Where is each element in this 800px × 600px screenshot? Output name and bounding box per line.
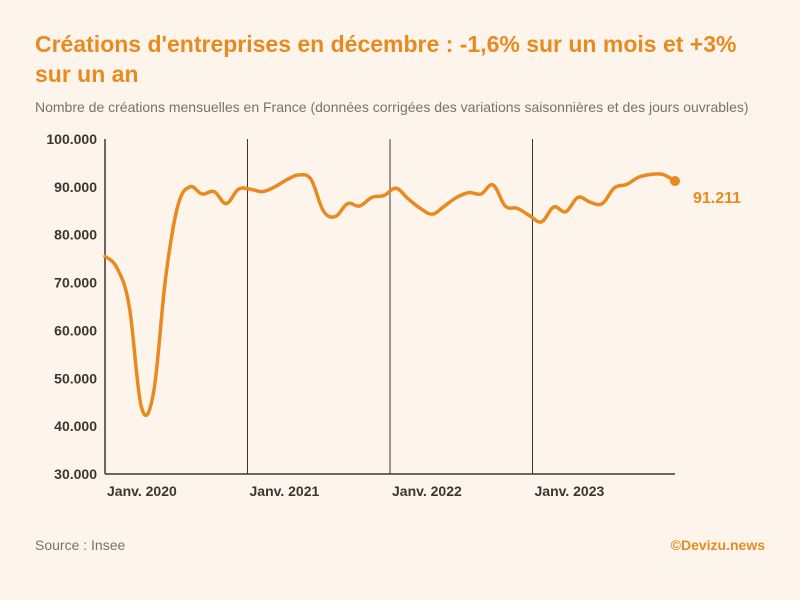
svg-text:40.000: 40.000 bbox=[54, 419, 97, 435]
source-text: Source : Insee bbox=[35, 537, 125, 553]
line-chart: 30.000 40.000 50.000 60.000 70.000 80.000 90.0… bbox=[35, 129, 765, 519]
svg-text:30.000: 30.000 bbox=[54, 466, 97, 482]
svg-text:91.211: 91.211 bbox=[693, 190, 741, 207]
svg-text:Janv. 2023: Janv. 2023 bbox=[535, 483, 605, 499]
svg-text:Janv. 2021: Janv. 2021 bbox=[250, 483, 320, 499]
svg-text:60.000: 60.000 bbox=[54, 323, 97, 339]
chart-container: 30.000 40.000 50.000 60.000 70.000 80.000 90.0… bbox=[35, 129, 765, 519]
svg-text:Janv. 2020: Janv. 2020 bbox=[107, 483, 177, 499]
chart-title: Créations d'entreprises en décembre : -1… bbox=[35, 30, 765, 90]
svg-text:70.000: 70.000 bbox=[54, 275, 97, 291]
svg-text:100.000: 100.000 bbox=[46, 131, 97, 147]
chart-subtitle: Nombre de créations mensuelles en France… bbox=[35, 98, 765, 118]
svg-text:80.000: 80.000 bbox=[54, 227, 97, 243]
svg-text:Janv. 2022: Janv. 2022 bbox=[392, 483, 462, 499]
svg-text:50.000: 50.000 bbox=[54, 371, 97, 387]
svg-text:90.000: 90.000 bbox=[54, 179, 97, 195]
chart-footer: Source : Insee ©Devizu.news bbox=[35, 537, 765, 553]
copyright-text: ©Devizu.news bbox=[671, 537, 765, 553]
